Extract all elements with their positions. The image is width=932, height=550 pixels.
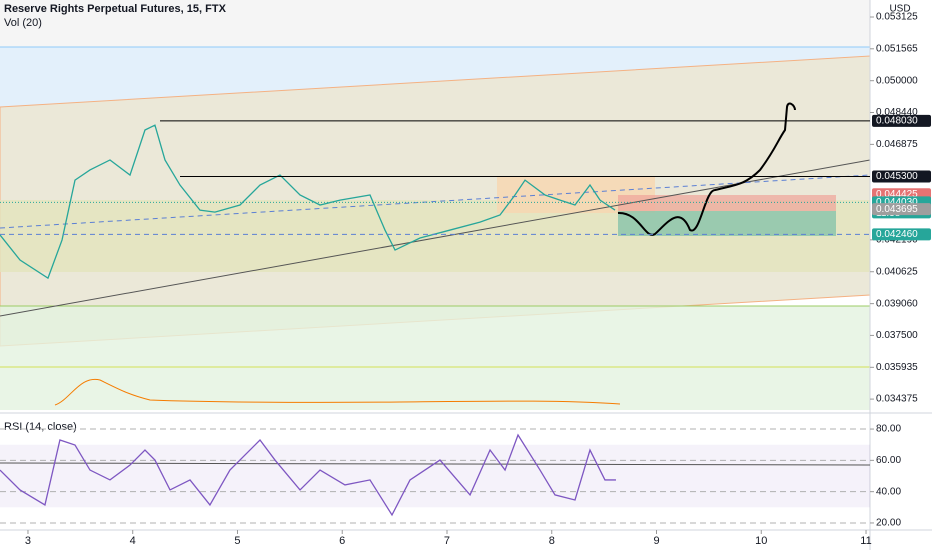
trend-line bbox=[0, 159, 871, 317]
projection bbox=[617, 102, 796, 236]
currency: USD bbox=[889, 4, 910, 15]
y-tick-label: 80.00 bbox=[876, 424, 901, 435]
x-tick-label: 7 bbox=[444, 535, 450, 547]
price-label: 0.043695 bbox=[876, 204, 918, 215]
chart-title: Reserve Rights Perpetual Futures, 15, FT… bbox=[4, 3, 227, 15]
target-box bbox=[618, 211, 836, 236]
rsi-panel bbox=[0, 417, 870, 530]
x-tick-label: 6 bbox=[339, 535, 345, 547]
x-tick-label: 5 bbox=[234, 535, 240, 547]
y-tick-label: 0.051565 bbox=[876, 43, 918, 54]
price-label: 0.044030 bbox=[876, 197, 918, 208]
subtitle: Vol (20) bbox=[4, 17, 42, 29]
price-label: 0.042460 bbox=[876, 229, 918, 240]
volume-ma bbox=[54, 378, 621, 406]
x-tick-label: 4 bbox=[130, 535, 136, 547]
series-line bbox=[0, 124, 616, 280]
x-tick-label: 10 bbox=[755, 535, 767, 547]
y-tick-label: 0.046875 bbox=[876, 139, 918, 150]
price-label: 0.048030 bbox=[876, 115, 918, 126]
trend-line bbox=[0, 174, 871, 229]
x-tick-label: 9 bbox=[653, 535, 659, 547]
price-label: 0.045300 bbox=[876, 171, 918, 182]
y-tick-label: 0.040625 bbox=[876, 266, 918, 277]
short-box bbox=[618, 195, 836, 211]
series-line bbox=[0, 433, 616, 517]
y-tick-label: 0.035935 bbox=[876, 362, 918, 373]
price-label-box bbox=[872, 203, 931, 216]
rsi-title: RSI (14, close) bbox=[4, 421, 77, 433]
y-tick-label: 0.050000 bbox=[876, 75, 918, 86]
price-label-box bbox=[872, 228, 931, 241]
x-tick-label: 8 bbox=[549, 535, 555, 547]
zone bbox=[0, 306, 870, 410]
y-tick-label: 0.053125 bbox=[876, 12, 918, 23]
y-tick-label: 0.048440 bbox=[876, 107, 918, 118]
y-tick-label: 60.00 bbox=[876, 455, 901, 466]
y-tick-label: 0.039060 bbox=[876, 298, 918, 309]
rsi-band bbox=[0, 444, 870, 508]
price-label: 0.044425 bbox=[876, 189, 918, 200]
y-tick-label: 40.00 bbox=[876, 486, 901, 497]
x-tick-label: 11 bbox=[860, 535, 871, 547]
zone bbox=[0, 0, 870, 47]
x-tick-label: 3 bbox=[25, 535, 31, 547]
price-label-box bbox=[872, 170, 931, 183]
price-label-box bbox=[872, 114, 931, 127]
y-tick-label: 0.034375 bbox=[876, 394, 918, 405]
y-tick-label: 20.00 bbox=[876, 518, 901, 529]
y-tick-label: 0.037500 bbox=[876, 330, 918, 341]
